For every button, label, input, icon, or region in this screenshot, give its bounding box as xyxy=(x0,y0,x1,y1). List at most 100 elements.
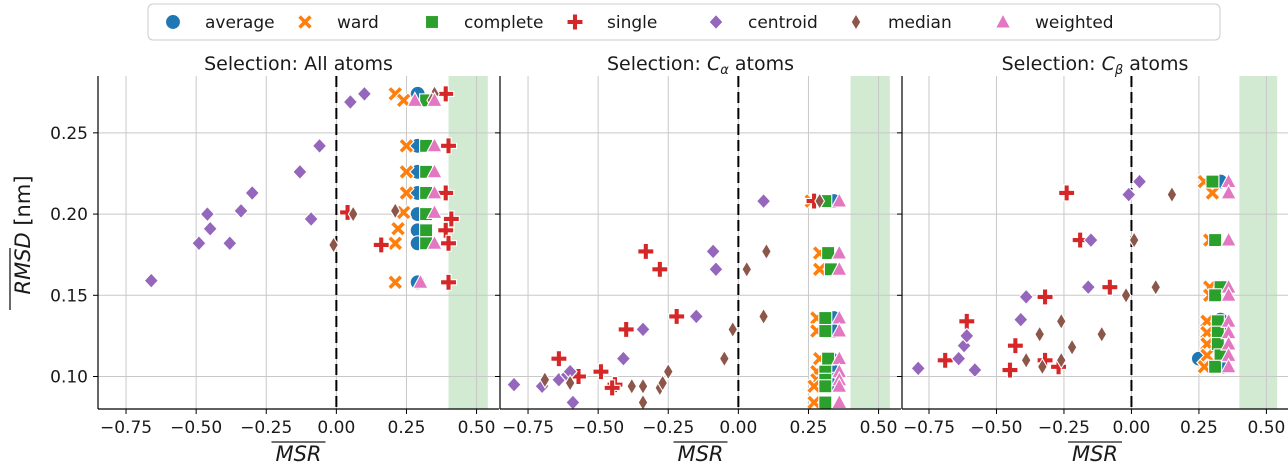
weighted-point xyxy=(426,234,443,250)
median-point xyxy=(718,349,730,368)
centroid-point xyxy=(1080,278,1097,296)
y-axis-label: RMSD [nm] xyxy=(9,175,35,310)
centroid-point xyxy=(635,321,651,338)
x-tick-label: 0.25 xyxy=(388,418,426,438)
centroid-point xyxy=(1131,173,1148,190)
single-point xyxy=(372,236,390,254)
legend-label-complete: complete xyxy=(464,13,543,33)
legend-label-single: single xyxy=(607,13,657,33)
ward-point xyxy=(398,184,415,202)
median-point xyxy=(1166,185,1178,204)
x-tick-label: 0.50 xyxy=(458,418,496,438)
centroid-point xyxy=(708,260,724,278)
single-point xyxy=(442,210,460,228)
ward-point xyxy=(398,137,415,155)
single-point xyxy=(439,273,458,291)
legend-frame xyxy=(147,3,1221,41)
panel-1: −0.75 −0.50 −0.25 0.00 0.25 0.50 0.10 0.15 0.20 0… xyxy=(9,53,499,466)
single-point xyxy=(1058,184,1076,202)
y-tick-label: 0.25 xyxy=(50,124,88,144)
weighted-point xyxy=(830,321,848,338)
centroid-point xyxy=(303,210,319,228)
panel-3: −0.75 −0.50 −0.25 0.00 0.25 0.50 Selection: Cβ… xyxy=(897,53,1288,466)
x-tick-label: −0.75 xyxy=(502,418,554,438)
median-point xyxy=(1066,338,1078,357)
x-tick-label: 0.00 xyxy=(1113,418,1151,438)
single-point xyxy=(603,379,621,397)
ward-point xyxy=(398,163,415,181)
median-point xyxy=(347,205,359,224)
median-point xyxy=(564,373,576,393)
x-axis-label: MSR xyxy=(275,442,321,466)
weighted-point xyxy=(830,243,848,260)
weighted-point xyxy=(406,91,424,107)
x-tick-label: −0.75 xyxy=(903,418,955,438)
shaded-region xyxy=(850,76,890,409)
shaded-region xyxy=(1239,76,1278,409)
centroid-point xyxy=(233,202,249,220)
points xyxy=(910,172,1238,379)
complete-point xyxy=(1208,288,1223,303)
weighted-point xyxy=(1220,183,1238,200)
median-point xyxy=(1150,278,1162,297)
weighted-point xyxy=(1220,357,1238,374)
weighted-point xyxy=(426,136,443,153)
centroid-point xyxy=(688,308,705,325)
y-tick-label: 0.10 xyxy=(50,368,88,388)
weighted-point xyxy=(426,183,443,200)
x-tick-label: 0.50 xyxy=(1247,418,1285,438)
median-point xyxy=(328,235,339,255)
x-tick-label: 0.00 xyxy=(317,418,355,438)
legend-label-weighted: weighted xyxy=(1035,13,1114,33)
single-point xyxy=(439,234,458,252)
centroid-point xyxy=(705,243,721,260)
weighted-point xyxy=(426,91,443,107)
median-point xyxy=(1128,230,1140,250)
legend-average-point xyxy=(164,13,182,31)
centroid-point xyxy=(1018,288,1034,306)
centroid-point xyxy=(356,85,373,103)
points xyxy=(506,191,848,409)
legend-label-average: average xyxy=(205,13,275,33)
x-tick-label: 0.00 xyxy=(719,418,757,438)
single-point xyxy=(1101,278,1119,296)
ward-point xyxy=(1204,184,1221,202)
centroid-point xyxy=(615,350,632,367)
complete-point xyxy=(1208,233,1223,248)
x-tick-label: −0.50 xyxy=(170,418,222,438)
legend: average ward complete single centroid median w… xyxy=(147,3,1221,41)
single-point xyxy=(651,260,669,278)
centroid-point xyxy=(292,163,308,181)
single-point xyxy=(339,203,357,221)
median-point xyxy=(758,307,770,326)
centroid-point xyxy=(191,235,207,252)
complete-point xyxy=(818,323,833,339)
centroid-point xyxy=(1013,311,1029,328)
complete-point xyxy=(1205,174,1220,189)
complete-point xyxy=(1208,359,1223,374)
median-point xyxy=(727,320,739,339)
centroid-point xyxy=(967,361,983,379)
weighted-point xyxy=(426,203,443,219)
x-tick-label: −0.50 xyxy=(970,418,1022,438)
ward-point xyxy=(386,235,404,252)
x-tick-label: 0.50 xyxy=(860,418,898,438)
legend-complete-point xyxy=(424,14,440,30)
complete-point xyxy=(419,223,434,238)
centroid-point xyxy=(950,350,967,367)
centroid-point xyxy=(311,137,328,155)
weighted-point xyxy=(1220,230,1238,247)
single-point xyxy=(1071,231,1089,249)
x-tick-label: −0.25 xyxy=(240,418,292,438)
single-point xyxy=(1006,337,1024,355)
median-point xyxy=(637,393,649,409)
centroid-point xyxy=(959,327,975,345)
median-point xyxy=(637,377,649,396)
ward-point xyxy=(386,274,404,291)
single-point xyxy=(668,307,686,325)
single-point xyxy=(617,320,635,338)
x-tick-label: 0.25 xyxy=(1180,418,1218,438)
complete-point xyxy=(818,310,833,326)
weighted-point xyxy=(830,393,848,409)
